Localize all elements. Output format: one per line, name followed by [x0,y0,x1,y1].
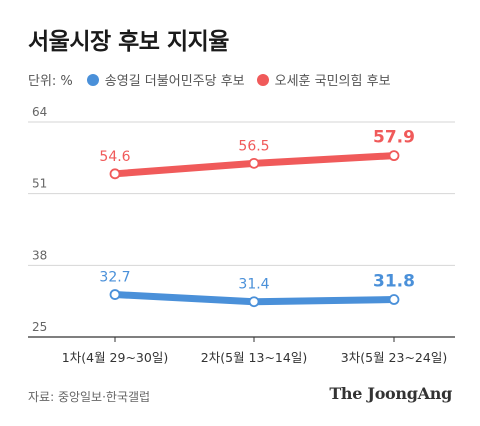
x-tick-label: 2차(5월 13~14일) [201,350,307,365]
y-tick-label: 38 [32,248,47,262]
data-point [388,294,400,305]
data-label: 31.4 [238,277,269,293]
data-label: 54.6 [99,149,130,165]
unit-label: 단위: % [28,74,73,89]
legend-label-oh: 오세훈 국민의힘 후보 [274,74,391,89]
source-note: 자료: 중앙일보·한국갤럽 [28,390,151,404]
chart-title: 서울시장 후보 지지율 [28,29,229,55]
data-label: 31.8 [373,272,415,292]
data-label: 56.5 [238,138,269,154]
data-point [388,150,400,162]
data-point [109,168,121,180]
data-point [248,157,260,169]
x-tick-label: 1차(4월 29~30일) [62,350,168,365]
legend-dot-red-icon [256,73,269,86]
y-tick-label: 25 [32,320,47,334]
line-chart: 25 38 51 64 1차(4월 29~30일) 2차(5월 13~14일) 3차(5월 … [28,105,455,365]
legend-label-song: 송영길 더불어민주당 후보 [104,74,245,89]
brand-logo: The JoongAng [329,384,452,403]
x-tick-label: 3차(5월 23~24일) [341,350,447,365]
data-label: 32.7 [99,270,130,286]
data-label: 57.9 [373,128,415,148]
legend-dot-blue-icon [86,73,99,86]
y-tick-label: 64 [32,105,47,119]
legend: 단위: % 송영길 더불어민주당 후보 오세훈 국민의힘 후보 [28,70,403,89]
legend-item-song: 송영길 더불어민주당 후보 [86,70,245,89]
data-point [109,289,121,300]
y-tick-label: 51 [32,177,47,191]
data-point [248,296,260,308]
legend-item-oh: 오세훈 국민의힘 후보 [256,70,391,89]
